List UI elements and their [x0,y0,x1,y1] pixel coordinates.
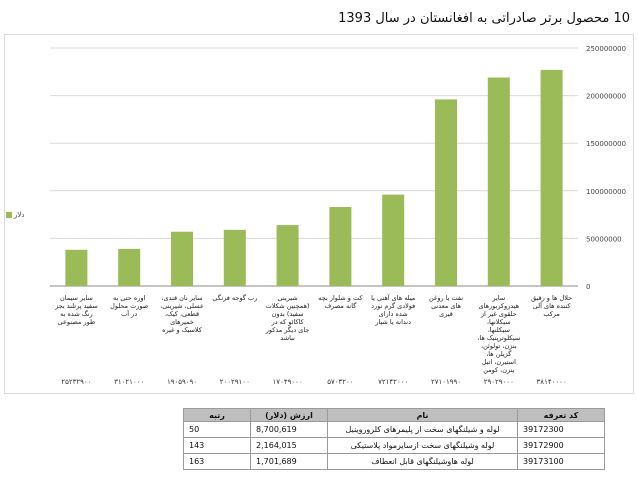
y-tick-label: 100000000 [586,188,626,196]
table-row: 50 8,700,619 لوله و شیلنگهای سخت از پلیم… [183,421,605,438]
x-tick-label: کت و شلوار بچه گانه مصرف [318,294,363,310]
tariff-code-label: ۲۰۰۲۹۱۰۰ [219,378,250,386]
bar [118,248,141,286]
tariff-code-label: ۲۷۱۰۱۹۹۰ [430,378,462,386]
cell-rank: 143 [183,437,251,454]
header-code: کد تعرفه [517,408,605,422]
cell-name: لوله وشیلنگهای سخت ازسایرمواد پلاستیکی [327,437,518,454]
bar [540,69,563,286]
y-tick-label: 200000000 [586,93,626,101]
y-tick-label: 250000000 [586,45,626,53]
bar [276,225,299,286]
table-header-row: رتبه ارزش (دلار) نام کد تعرفه [183,408,605,422]
bar [65,249,88,286]
chart-title: 10 محصول برتر صادراتی به افغانستان در سا… [338,11,630,26]
tariff-code-label: ۲۵۲۳۲۹۰۰ [61,378,92,386]
x-tick-label: اوره حتی به صورت محلول در آب [110,294,149,318]
tariff-code-label: ۲۹۰۲۹۰۰۰ [483,378,514,386]
x-tick-label: میله های آهنی یا فولادی گرم نورد شده دار… [371,294,416,326]
chart-frame [4,34,634,394]
header-rank: رتبه [183,408,251,422]
header-name: نام [327,408,518,422]
bar-chart: 0 50000000 100000000 150000000 200000000 2500… [50,45,626,291]
bar [487,77,510,287]
bar [382,194,405,286]
cell-value: 2,164,015 [250,437,328,454]
cell-rank: 50 [183,421,251,438]
bar [223,229,246,286]
cell-rank: 163 [183,453,251,470]
table-row: 163 1,701,689 لوله هاوشیلنگهای قابل انعط… [183,453,605,470]
cell-code: 39172900 [517,437,605,454]
legend-label: دلار [14,211,25,219]
table-row: 143 2,164,015 لوله وشیلنگهای سخت ازسایرم… [183,437,605,454]
legend-swatch [6,212,12,218]
x-tick-label: سایر هیدروکربورهای حلقوی غیر از سیکلانها… [477,294,521,374]
x-tick-label: سایر نان قندی، عسلی، شیرینی، قطعی، کیک، … [160,294,204,334]
y-tick-label: 150000000 [586,140,626,148]
tariff-code-label: ۵۷۰۳۲۰۰ [327,378,354,386]
tariff-code-label: ۳۱۰۲۱۰۰۰ [114,378,145,386]
cell-code: 39173100 [517,453,605,470]
bar [435,99,457,287]
x-tick-label: رب گوجه فرنگی [212,294,258,302]
x-tick-label: حلال ها و رقیق کننده های آلی مرکب [531,294,573,318]
y-tick-label: 0 [586,283,590,291]
legend: دلار [6,211,25,219]
tariff-code-label: ۳۸۱۴۰۰۰۰ [536,378,567,386]
tariff-code-label: ۱۹۰۵۹۰۹۰ [166,378,198,386]
x-tick-label: سایر سیمان سفید پرتلند بجز رنگ شده به طو… [55,294,98,326]
bar [171,231,193,286]
tariff-code-label: ۷۲۱۴۲۰۰۰ [378,378,409,386]
bar [329,206,352,286]
cell-name: لوله و شیلنگهای سخت از پلیمرهای کلروروین… [327,421,518,438]
cell-value: 8,700,619 [250,421,328,438]
x-tick-label: شیرینی (همچنین شکلات سفید) بدون کاکائو ک… [265,294,310,342]
y-tick-label: 50000000 [586,235,622,243]
header-value: ارزش (دلار) [250,408,328,422]
cell-name: لوله هاوشیلنگهای قابل انعطاف [327,453,518,470]
tariff-code-label: ۱۷۰۴۹۰۰۰ [272,378,303,386]
cell-value: 1,701,689 [250,453,328,470]
x-tick-label: نفت یا روغن های معدنی قیری [428,294,464,318]
cell-code: 39172300 [517,421,605,438]
tariff-table: رتبه ارزش (دلار) نام کد تعرفه 50 8,700,6… [183,408,605,470]
